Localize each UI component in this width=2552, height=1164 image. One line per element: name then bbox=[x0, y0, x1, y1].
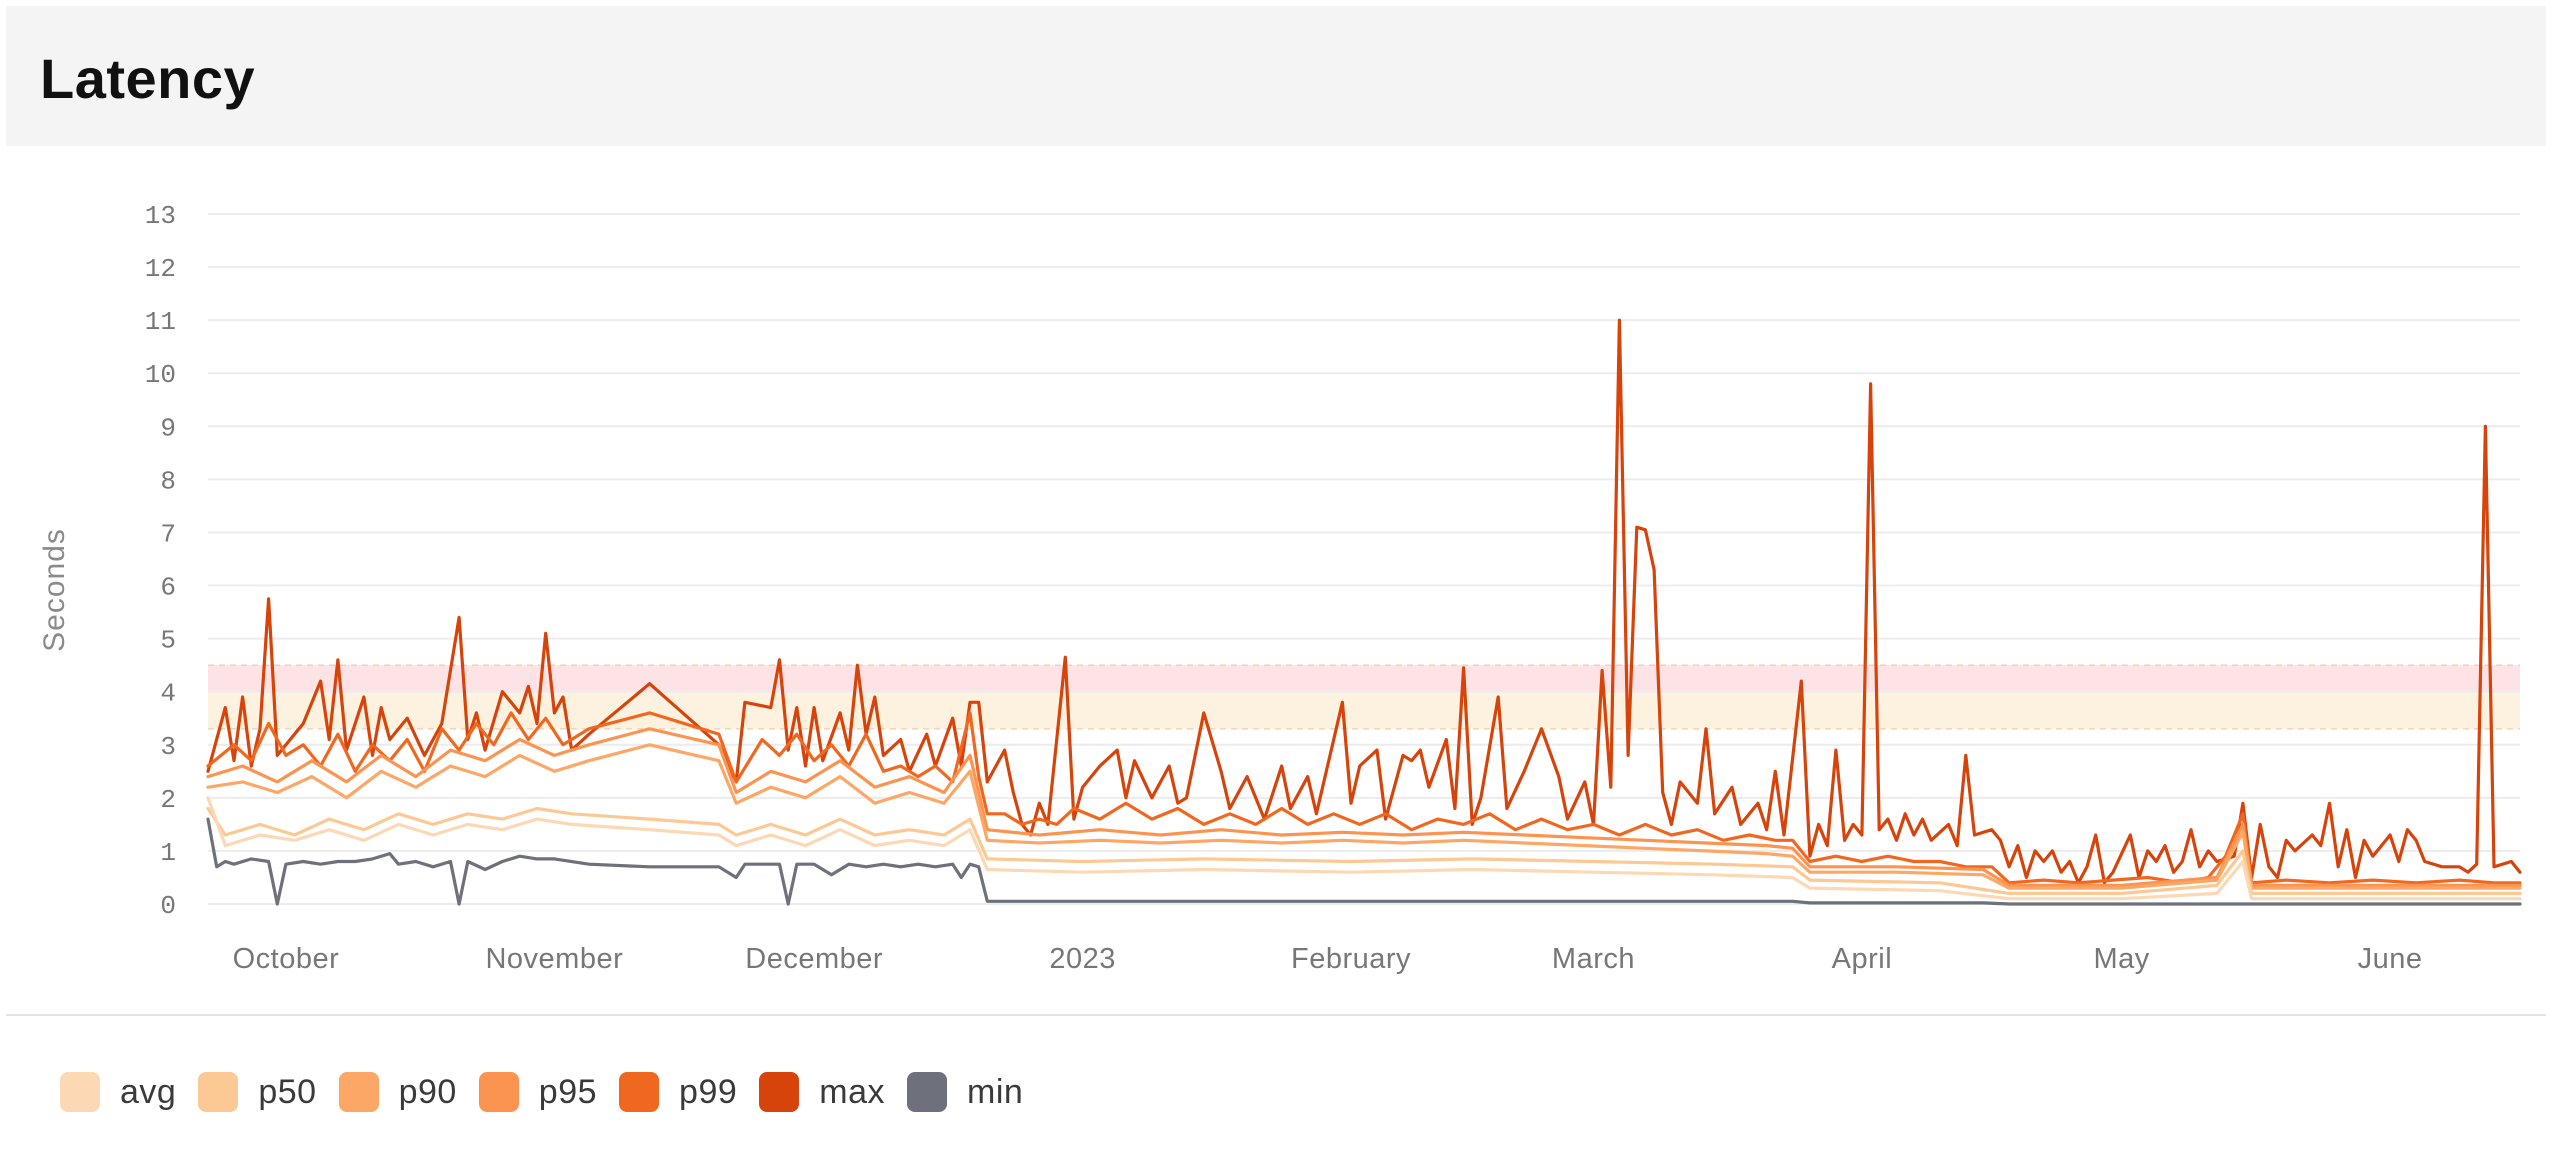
y-tick-label: 11 bbox=[145, 307, 176, 337]
y-axis-label: Seconds bbox=[38, 528, 71, 652]
series-line-avg bbox=[206, 796, 2522, 901]
x-axis-ticks: October November December 2023 February March… bbox=[233, 943, 2423, 975]
x-tick-label: June bbox=[2358, 943, 2423, 975]
y-tick-label: 3 bbox=[160, 732, 176, 762]
legend-swatch bbox=[338, 1072, 379, 1112]
y-tick-label: 0 bbox=[160, 891, 176, 921]
legend-item-p90[interactable]: p90 bbox=[338, 1072, 457, 1112]
series-line-p95 bbox=[206, 727, 2522, 887]
x-tick-label: 2023 bbox=[1049, 943, 1116, 975]
legend-label: p90 bbox=[398, 1072, 457, 1111]
legend-item-p50[interactable]: p50 bbox=[198, 1072, 316, 1112]
x-tick-label: October bbox=[233, 943, 340, 975]
y-tick-label: 2 bbox=[160, 785, 176, 815]
y-tick-label: 1 bbox=[160, 838, 176, 868]
legend-item-max[interactable]: max bbox=[759, 1072, 885, 1112]
y-tick-label: 10 bbox=[145, 360, 176, 390]
legend-label: p95 bbox=[538, 1072, 598, 1111]
legend-swatch bbox=[619, 1072, 660, 1112]
y-tick-label: 13 bbox=[145, 201, 176, 231]
series-lines bbox=[206, 318, 2522, 906]
series-line-max bbox=[206, 318, 2522, 885]
legend-label: max bbox=[819, 1072, 885, 1111]
legend-item-p95[interactable]: p95 bbox=[478, 1072, 598, 1112]
legend-item-avg[interactable]: avg bbox=[60, 1072, 176, 1112]
legend-label: min bbox=[967, 1072, 1024, 1111]
legend-item-min[interactable]: min bbox=[907, 1072, 1023, 1112]
latency-panel: Latency 0 1 2 3 4 5 6 7 8 9 10 11 12 13 October Novemb… bbox=[6, 6, 2546, 1158]
x-tick-label: February bbox=[1291, 943, 1411, 975]
y-gridlines bbox=[208, 213, 2520, 905]
series-line-p99 bbox=[206, 711, 2522, 885]
legend-label: p99 bbox=[679, 1072, 738, 1111]
threshold-band-red bbox=[208, 665, 2520, 692]
chart-legend: avg p50 p90 p95 p99 max min bbox=[60, 1066, 1045, 1118]
y-tick-label: 12 bbox=[145, 254, 176, 284]
y-tick-label: 4 bbox=[160, 679, 176, 709]
y-tick-label: 7 bbox=[160, 519, 176, 549]
legend-swatch bbox=[478, 1072, 519, 1112]
x-tick-label: March bbox=[1552, 943, 1635, 975]
legend-swatch bbox=[907, 1072, 947, 1112]
panel-header: Latency bbox=[6, 6, 2546, 146]
legend-swatch bbox=[198, 1072, 239, 1112]
legend-divider bbox=[6, 1014, 2546, 1016]
legend-label: avg bbox=[120, 1072, 177, 1111]
y-tick-label: 5 bbox=[160, 626, 176, 656]
legend-label: p50 bbox=[258, 1072, 317, 1111]
threshold-bands bbox=[208, 664, 2520, 730]
legend-swatch bbox=[759, 1072, 800, 1112]
legend-swatch bbox=[60, 1072, 100, 1112]
y-tick-label: 9 bbox=[160, 413, 176, 443]
y-tick-label: 8 bbox=[160, 466, 176, 496]
x-tick-label: April bbox=[1832, 943, 1893, 975]
x-tick-label: December bbox=[745, 943, 883, 975]
series-line-min bbox=[206, 817, 2522, 906]
series-line-p90 bbox=[206, 743, 2522, 890]
panel-title: Latency bbox=[40, 47, 256, 110]
threshold-band-yellow bbox=[208, 691, 2520, 729]
y-tick-label: 6 bbox=[160, 573, 176, 603]
legend-item-p99[interactable]: p99 bbox=[619, 1072, 737, 1112]
series-line-p50 bbox=[206, 806, 2522, 895]
x-tick-label: May bbox=[2094, 943, 2150, 975]
x-tick-label: November bbox=[485, 943, 623, 975]
